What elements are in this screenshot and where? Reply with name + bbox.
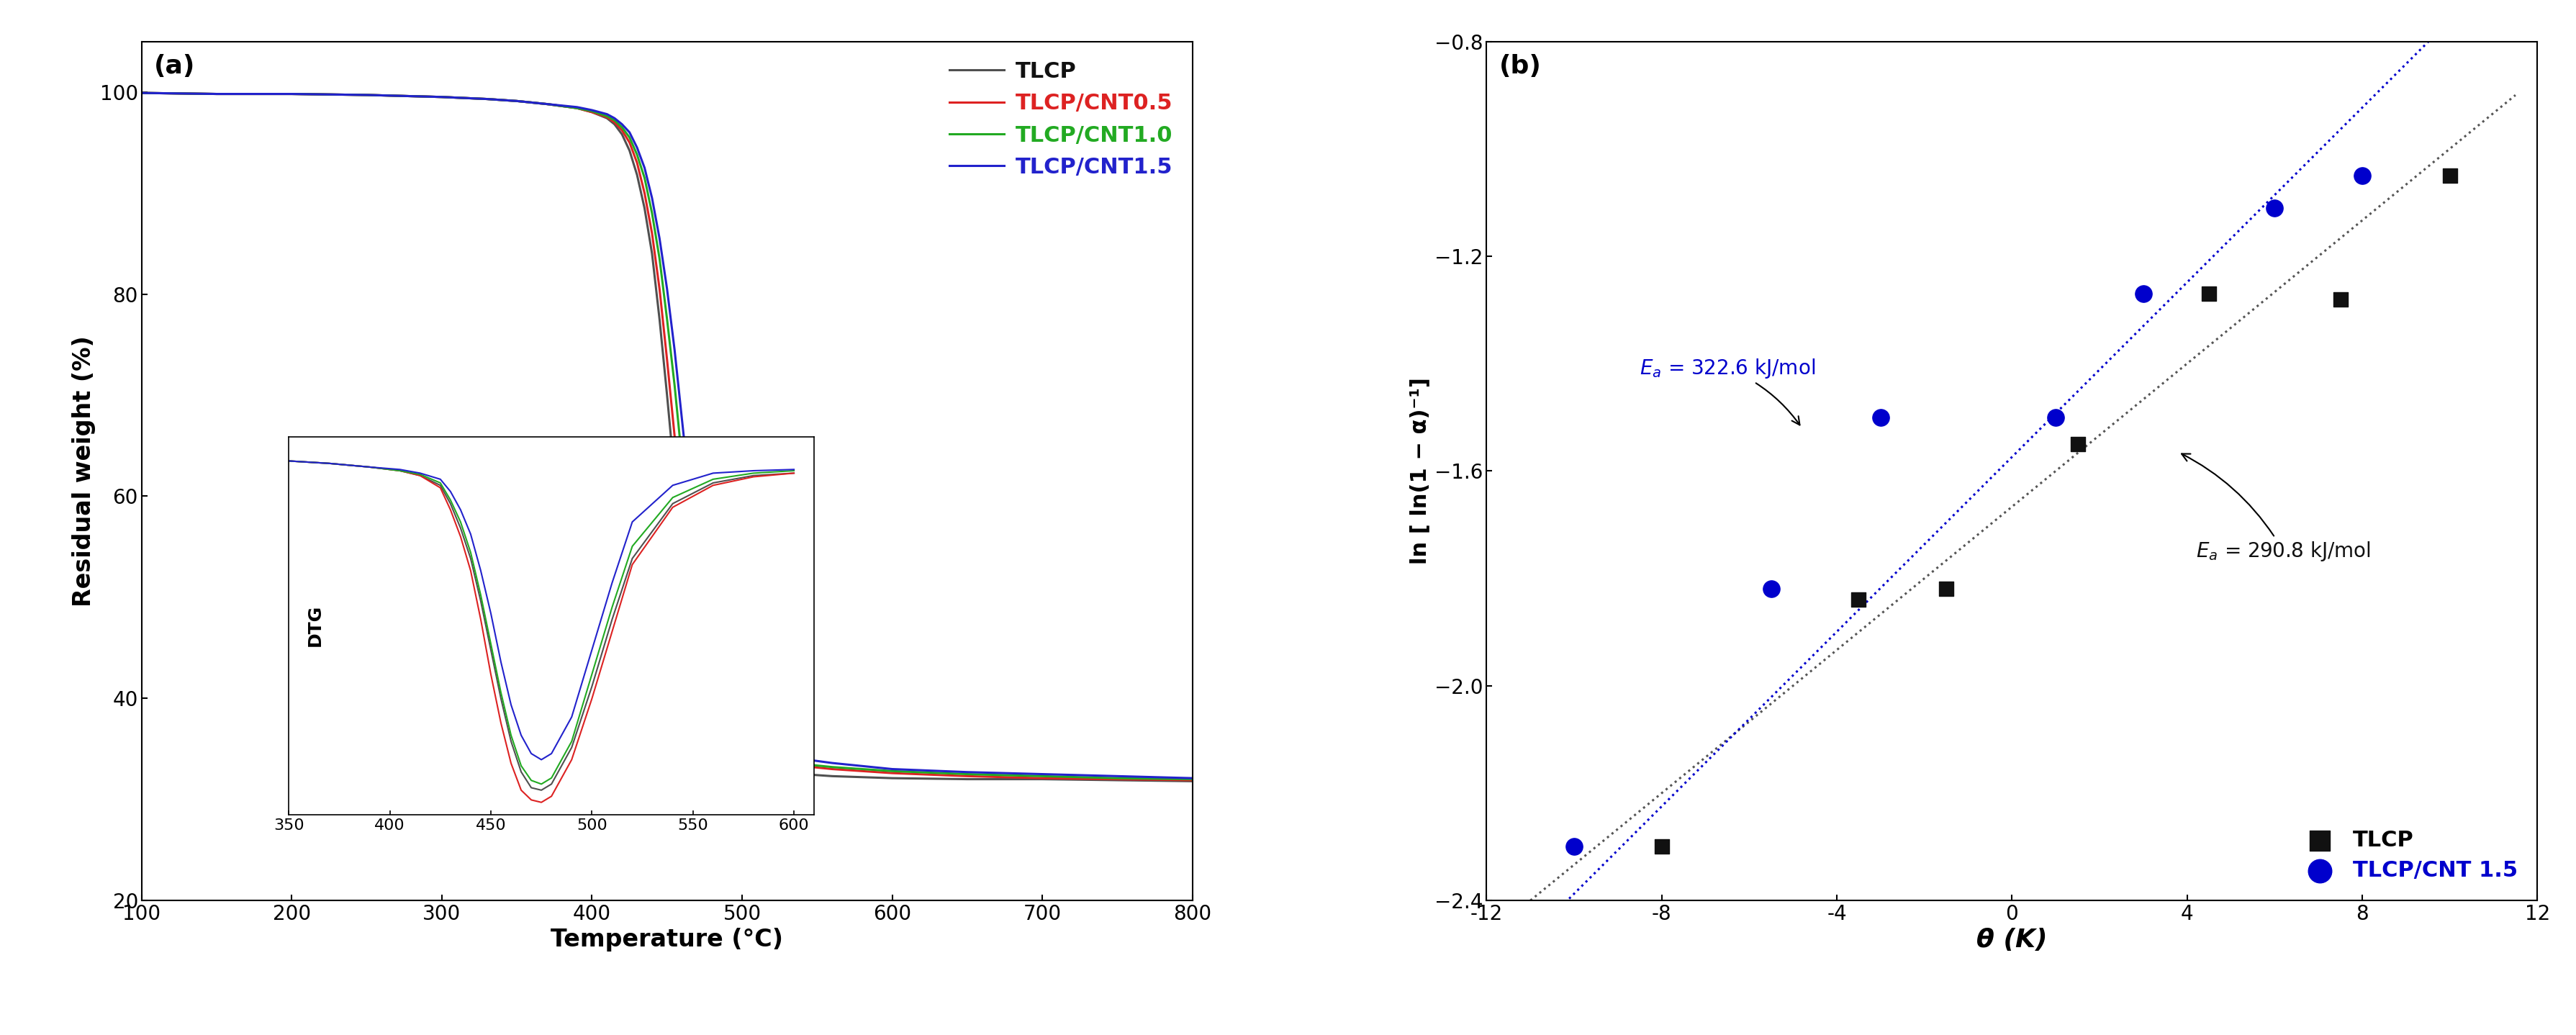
Legend: TLCP, TLCP/CNT0.5, TLCP/CNT1.0, TLCP/CNT1.5: TLCP, TLCP/CNT0.5, TLCP/CNT1.0, TLCP/CNT… bbox=[940, 53, 1182, 186]
Text: (a): (a) bbox=[155, 54, 196, 79]
TLCP/CNT 1.5 bbox=[2035, 409, 2076, 425]
TLCP bbox=[2058, 436, 2099, 452]
TLCP bbox=[1927, 581, 1968, 597]
TLCP/CNT 1.5 bbox=[2342, 168, 2383, 184]
TLCP bbox=[1839, 591, 1880, 608]
Y-axis label: ln [ ln(1 − α)⁻¹]: ln [ ln(1 − α)⁻¹] bbox=[1409, 378, 1430, 564]
Text: (b): (b) bbox=[1499, 54, 1540, 79]
TLCP bbox=[2321, 291, 2362, 307]
TLCP/CNT 1.5 bbox=[1860, 409, 1901, 425]
TLCP bbox=[1641, 838, 1682, 855]
TLCP/CNT 1.5 bbox=[2254, 200, 2295, 216]
TLCP/CNT 1.5 bbox=[1553, 838, 1595, 855]
TLCP/CNT 1.5 bbox=[1752, 581, 1793, 597]
TLCP/CNT 1.5 bbox=[2123, 286, 2164, 302]
Y-axis label: Residual weight (%): Residual weight (%) bbox=[72, 335, 95, 607]
TLCP bbox=[2190, 286, 2231, 302]
TLCP bbox=[2429, 168, 2470, 184]
Text: $E_{a}$ = 322.6 kJ/mol: $E_{a}$ = 322.6 kJ/mol bbox=[1641, 357, 1816, 425]
X-axis label: θ (K): θ (K) bbox=[1976, 928, 2048, 952]
Text: $E_{a}$ = 290.8 kJ/mol: $E_{a}$ = 290.8 kJ/mol bbox=[2182, 453, 2370, 563]
Legend: TLCP, TLCP/CNT 1.5: TLCP, TLCP/CNT 1.5 bbox=[2290, 822, 2527, 889]
X-axis label: Temperature (°C): Temperature (°C) bbox=[551, 928, 783, 952]
